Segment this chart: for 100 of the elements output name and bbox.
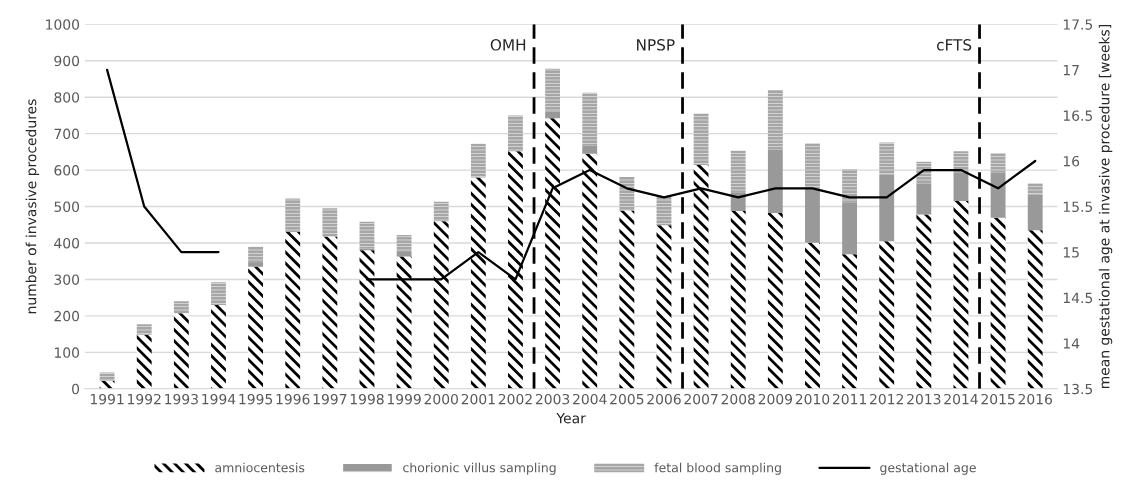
- bar: [879, 142, 895, 175]
- bar: [99, 372, 115, 381]
- y2-tick-label: 16.5: [1063, 110, 1093, 121]
- legend-label: chorionic villus sampling: [403, 462, 556, 475]
- bar: [693, 113, 709, 165]
- y-tick-label: 300: [54, 274, 80, 285]
- x-tick-label: 2012: [870, 393, 903, 405]
- bar: [842, 169, 858, 203]
- bar: [211, 304, 226, 389]
- bar: [248, 246, 264, 264]
- bar: [545, 111, 561, 119]
- bar: [619, 177, 635, 211]
- bar: [396, 234, 412, 253]
- bar: [730, 150, 746, 193]
- bar: [582, 92, 598, 146]
- x-tick-label: 2014: [944, 393, 978, 405]
- bar: [470, 143, 486, 178]
- bar: [508, 151, 523, 389]
- x-tick-label: 2001: [461, 393, 495, 405]
- bar: [173, 301, 189, 314]
- y-axis-title: number of invasive procedures: [25, 99, 40, 314]
- x-tick-label: 2004: [573, 393, 607, 405]
- x-tick-label: 2009: [758, 393, 793, 405]
- y2-tick-label: 14: [1063, 338, 1080, 349]
- bar: [990, 172, 1006, 218]
- bar: [248, 263, 264, 267]
- x-tick-label: 1991: [90, 393, 124, 405]
- bar: [767, 213, 783, 389]
- bar: [1027, 230, 1043, 389]
- bar: [656, 197, 672, 226]
- x-tick-label: 2007: [684, 393, 718, 405]
- x-tick-label: 2016: [1018, 393, 1053, 405]
- bar: [285, 198, 301, 233]
- bar: [322, 236, 338, 389]
- bar: [470, 177, 486, 389]
- x-tick-label: 2002: [498, 393, 532, 405]
- x-tick-label: 2015: [981, 393, 1015, 405]
- y-tick-label: 800: [54, 92, 80, 103]
- bar: [322, 208, 338, 237]
- bar: [879, 174, 895, 242]
- legend-label: fetal blood sampling: [654, 462, 781, 475]
- bar: [359, 221, 375, 249]
- y2-tick-label: 15.5: [1063, 201, 1093, 213]
- y2-tick-label: 15: [1063, 247, 1079, 258]
- bar: [508, 115, 523, 152]
- y2-tick-label: 13.5: [1063, 383, 1093, 395]
- x-tick-label: 1992: [128, 393, 161, 405]
- bar: [805, 143, 820, 189]
- x-tick-label: 1999: [387, 393, 421, 405]
- x-tick-label: 2000: [424, 393, 458, 405]
- x-tick-label: 2013: [907, 393, 941, 405]
- x-tick-label: 2010: [795, 393, 830, 405]
- x-tick-label: 2003: [535, 393, 570, 405]
- bar: [916, 183, 932, 215]
- bar: [842, 202, 858, 255]
- legend-label: gestational age: [880, 462, 976, 475]
- bar: [990, 217, 1006, 389]
- x-tick-label: 2011: [832, 393, 866, 405]
- annotation: OMH: [490, 39, 526, 51]
- y-tick-label: 0: [72, 383, 80, 395]
- bar: [545, 68, 561, 112]
- x-tick-label: 1995: [239, 393, 273, 405]
- y-tick-label: 600: [54, 165, 80, 176]
- bar: [1027, 183, 1043, 195]
- bar: [693, 165, 709, 389]
- bar: [990, 152, 1006, 173]
- bar: [805, 188, 820, 243]
- bar: [582, 153, 598, 389]
- y2-tick-label: 17.5: [1063, 19, 1093, 30]
- x-tick-label: 1996: [276, 393, 310, 405]
- y-tick-label: 400: [54, 237, 80, 249]
- bar: [359, 250, 375, 389]
- bar: [730, 210, 746, 389]
- legend-label: amniocentesis: [215, 462, 305, 473]
- bar: [916, 214, 932, 389]
- annotation: cFTS: [936, 39, 972, 51]
- x-tick-label: 1993: [165, 393, 198, 405]
- y2-tick-label: 14.5: [1063, 292, 1093, 304]
- y-tick-label: 1000: [46, 19, 80, 30]
- bar: [767, 89, 783, 151]
- y2-axis-title: mean gestational age at invasive procedure [weeks]: [1098, 24, 1113, 389]
- x-tick-label: 1997: [313, 393, 347, 405]
- bar: [842, 254, 858, 389]
- bar: [1027, 194, 1043, 231]
- x-tick-label: 2008: [721, 393, 755, 405]
- bar: [545, 118, 561, 389]
- bar: [582, 145, 598, 154]
- annotation: NPSP: [637, 39, 675, 51]
- bar: [433, 201, 449, 222]
- bar: [211, 282, 226, 305]
- bar: [173, 313, 189, 389]
- bar: [805, 242, 820, 389]
- bar: [136, 334, 152, 389]
- x-tick-label: 1994: [202, 393, 236, 405]
- bar: [767, 150, 783, 214]
- y-tick-label: 500: [54, 201, 80, 213]
- y-tick-label: 700: [54, 128, 80, 140]
- bar: [248, 266, 264, 389]
- bar: [619, 210, 635, 389]
- y-tick-label: 100: [54, 347, 80, 358]
